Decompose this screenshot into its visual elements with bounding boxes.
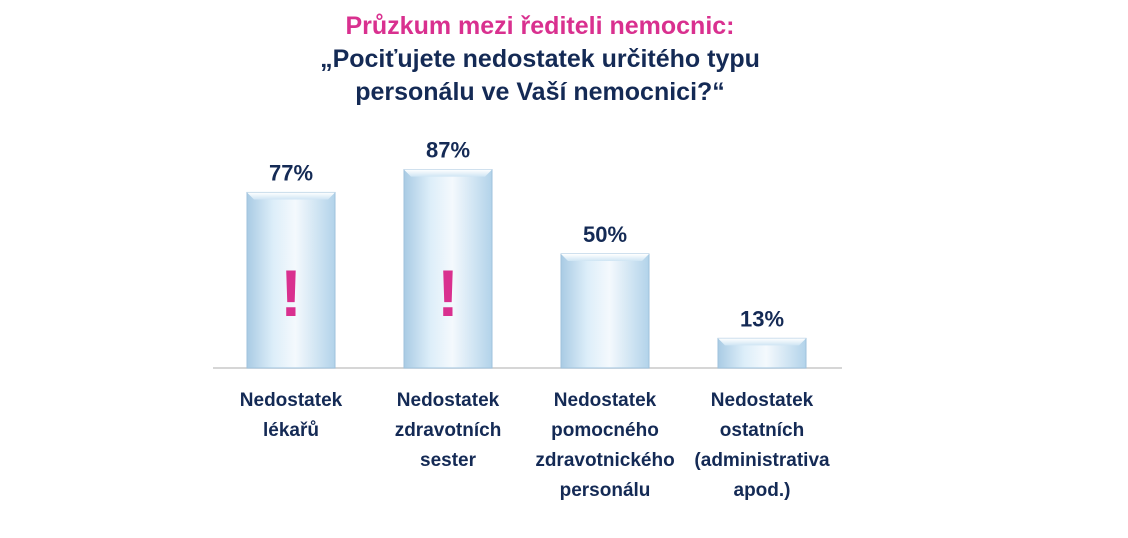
category-label-4: Nedostatek ostatních (administrativa apod.) <box>687 386 837 506</box>
category-label-line: pomocného <box>551 420 659 441</box>
chart-subtitle-line-2: personálu ve Vaší nemocnici?“ <box>355 78 725 106</box>
exclamation-mark: ! <box>280 256 302 330</box>
data-label: 50% <box>583 222 627 247</box>
bar-body <box>560 253 650 369</box>
category-label-line: Nedostatek <box>239 390 343 411</box>
data-label: 13% <box>740 306 784 331</box>
bar-2: 87%! <box>403 138 493 369</box>
exclamation-mark: ! <box>437 256 459 330</box>
category-label-line: personálu <box>559 480 651 501</box>
category-label-2: Nedostatek zdravotních sester <box>373 386 523 476</box>
bar-top-bevel <box>718 338 806 346</box>
bar-4: 13% <box>717 306 807 369</box>
bar-3: 50% <box>560 222 650 369</box>
category-label-line: (administrativa <box>694 450 830 471</box>
category-label-3: Nedostatek pomocného zdravotnického personá… <box>530 386 680 506</box>
bar-top-bevel <box>247 192 335 200</box>
category-label-1: Nedostatek lékařů <box>216 386 366 446</box>
category-label-line: Nedostatek <box>710 390 814 411</box>
chart-subtitle-line-1: „Pociťujete nedostatek určitého typu <box>320 45 760 73</box>
bar-top-bevel <box>561 254 649 261</box>
category-label-line: sester <box>420 450 476 471</box>
category-label-line: lékařů <box>263 420 319 441</box>
category-label-line: zdravotních <box>394 420 502 441</box>
category-label-line: Nedostatek <box>553 390 657 411</box>
bar-1: 77%! <box>246 160 336 369</box>
category-label-line: ostatních <box>719 420 805 441</box>
bar-top-bevel <box>404 169 492 177</box>
category-label-line: zdravotnického <box>535 450 675 471</box>
chart-title: Průzkum mezi řediteli nemocnic: <box>345 12 735 40</box>
data-label: 77% <box>269 160 313 185</box>
category-label-line: Nedostatek <box>396 390 500 411</box>
category-label-line: apod.) <box>733 480 791 501</box>
data-label: 87% <box>426 138 470 163</box>
